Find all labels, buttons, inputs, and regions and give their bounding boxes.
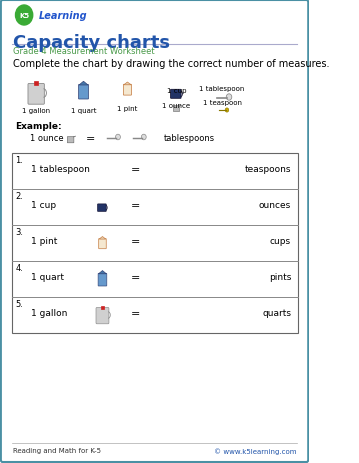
Text: Complete the chart by drawing the correct number of measures.: Complete the chart by drawing the correc… <box>13 59 330 69</box>
Text: quarts: quarts <box>262 309 291 318</box>
Circle shape <box>15 6 33 26</box>
Text: 1 tablespoon: 1 tablespoon <box>31 165 90 174</box>
Text: 1 quart: 1 quart <box>71 108 96 114</box>
FancyBboxPatch shape <box>28 84 45 105</box>
Text: pints: pints <box>269 273 291 282</box>
Text: =: = <box>131 237 140 246</box>
Text: teaspoons: teaspoons <box>244 165 291 174</box>
Text: 1 ounce: 1 ounce <box>162 103 191 109</box>
Text: 1 gallon: 1 gallon <box>22 108 50 114</box>
Text: =: = <box>131 165 140 175</box>
Polygon shape <box>99 237 106 239</box>
Text: Learning: Learning <box>39 11 87 21</box>
Text: 1 cup: 1 cup <box>167 88 186 94</box>
Text: 5.: 5. <box>15 300 23 308</box>
FancyBboxPatch shape <box>123 85 131 96</box>
Bar <box>101 306 104 309</box>
Text: ounces: ounces <box>259 201 291 210</box>
Text: 1.: 1. <box>15 156 23 165</box>
Bar <box>34 82 38 85</box>
Text: =: = <box>131 200 140 211</box>
Circle shape <box>225 109 229 113</box>
FancyBboxPatch shape <box>173 106 180 113</box>
Text: 1 cup: 1 cup <box>31 201 56 210</box>
FancyBboxPatch shape <box>98 274 107 287</box>
Text: © www.k5learning.com: © www.k5learning.com <box>214 447 296 454</box>
Circle shape <box>226 94 232 101</box>
Text: 1 tablespoon: 1 tablespoon <box>200 86 245 92</box>
Circle shape <box>116 135 120 140</box>
Text: tablespoons: tablespoons <box>164 134 215 143</box>
Polygon shape <box>98 271 106 274</box>
Polygon shape <box>79 82 88 86</box>
Text: 1 pint: 1 pint <box>117 106 137 112</box>
Text: cups: cups <box>270 237 291 246</box>
Text: 2.: 2. <box>15 192 23 200</box>
Text: =: = <box>131 272 140 282</box>
Polygon shape <box>124 83 131 86</box>
Text: 3.: 3. <box>15 227 23 237</box>
FancyBboxPatch shape <box>1 1 308 462</box>
Text: =: = <box>131 308 140 319</box>
FancyBboxPatch shape <box>99 239 106 249</box>
Text: Reading and Math for K-5: Reading and Math for K-5 <box>13 447 101 453</box>
Text: 4.: 4. <box>15 263 23 272</box>
Text: Grade 4 Measurement Worksheet: Grade 4 Measurement Worksheet <box>13 47 154 56</box>
Text: 1 quart: 1 quart <box>31 273 64 282</box>
Circle shape <box>141 135 146 140</box>
FancyBboxPatch shape <box>171 90 181 99</box>
Text: =: = <box>86 134 95 144</box>
FancyBboxPatch shape <box>79 85 88 100</box>
Text: 1 gallon: 1 gallon <box>31 309 67 318</box>
Text: 1 teaspoon: 1 teaspoon <box>202 100 242 106</box>
FancyBboxPatch shape <box>67 138 74 144</box>
Text: 1 ounce: 1 ounce <box>30 134 64 143</box>
Text: 1 pint: 1 pint <box>31 237 57 246</box>
Text: K5: K5 <box>19 13 29 19</box>
FancyBboxPatch shape <box>98 205 106 212</box>
FancyBboxPatch shape <box>12 154 298 333</box>
Text: Capacity charts: Capacity charts <box>13 34 170 52</box>
FancyBboxPatch shape <box>96 308 109 324</box>
Text: Example:: Example: <box>15 122 62 131</box>
